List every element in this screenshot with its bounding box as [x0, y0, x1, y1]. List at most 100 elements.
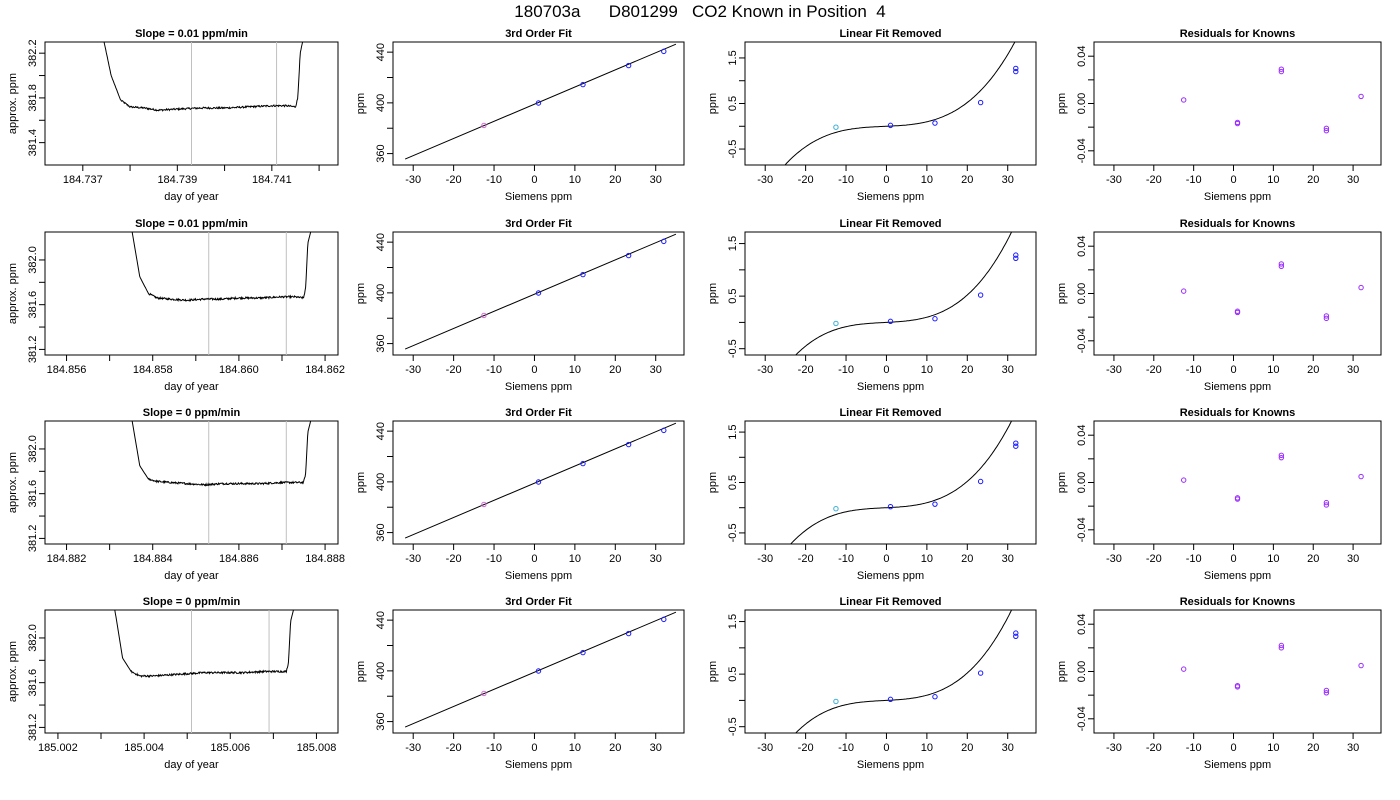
x-tick-label: 184.858: [133, 364, 173, 376]
x-tick-label: 184.882: [47, 553, 87, 565]
data-point: [1180, 288, 1187, 294]
x-tick-label: -20: [1146, 553, 1162, 565]
x-tick-label: 30: [1347, 364, 1359, 376]
y-tick-label: 360: [375, 523, 387, 541]
data-point: [1323, 128, 1330, 134]
plot-frame: [744, 231, 1037, 356]
x-tick-label: -30: [1106, 553, 1122, 565]
page-title: 180703a D801299 CO2 Known in Position 4: [514, 2, 886, 21]
y-tick-label: 440: [375, 233, 387, 251]
y-tick-label: 0.00: [1076, 283, 1088, 304]
data-point: [481, 501, 487, 508]
x-tick-label: 30: [1347, 553, 1359, 565]
x-tick-label: 10: [921, 553, 933, 565]
x-tick-label: 0: [531, 553, 537, 565]
panel-title: Linear Fit Removed: [839, 407, 941, 419]
data-point: [833, 698, 839, 705]
x-axis-label: Siemens ppm: [857, 191, 924, 203]
y-tick-label: 0.5: [727, 96, 739, 111]
x-tick-label: 30: [650, 364, 662, 376]
plot-area: [1180, 261, 1364, 322]
x-tick-label: 20: [961, 553, 973, 565]
x-tick-label: 0: [1230, 742, 1236, 754]
x-tick-label: 0: [883, 364, 889, 376]
data-point: [1234, 309, 1241, 316]
x-tick-label: -30: [757, 553, 773, 565]
data-point: [580, 649, 586, 656]
x-axis-label: Siemens ppm: [505, 570, 572, 582]
plot-frame: [44, 420, 339, 545]
data-point: [535, 668, 542, 674]
x-tick-label: 0: [1230, 553, 1236, 565]
plot-area: [103, 42, 304, 112]
y-tick-label: 381.6: [27, 669, 39, 697]
y-tick-label: -0.5: [727, 140, 739, 159]
y-tick-label: 382.0: [27, 246, 39, 274]
x-tick-label: 184.888: [305, 553, 345, 565]
x-tick-label: -20: [798, 364, 814, 376]
data-point: [1278, 642, 1285, 649]
y-tick-label: 440: [375, 43, 387, 61]
x-tick-label: 184.737: [63, 174, 103, 186]
y-axis-label: ppm: [355, 472, 367, 493]
x-tick-label: 20: [961, 742, 973, 754]
y-axis-label: ppm: [1056, 472, 1068, 493]
data-point: [932, 120, 938, 126]
y-tick-label: 382.0: [27, 435, 39, 463]
panel-2-1: Slope = 0.01 ppm/min 184.856 184.858 184.86…: [7, 218, 345, 393]
x-tick-label: 20: [609, 364, 621, 376]
data-point: [1180, 666, 1187, 672]
x-tick-label: 20: [1307, 364, 1319, 376]
data-point: [625, 62, 632, 69]
plot-frame: [392, 231, 685, 356]
x-tick-label: 10: [569, 742, 581, 754]
x-tick-label: 10: [1267, 553, 1279, 565]
x-tick-label: 0: [531, 174, 537, 186]
data-point: [1358, 473, 1364, 480]
panel-4-3: Linear Fit Removed -30 -20 -10 0 10 20 30 -0.5 0.…: [707, 596, 1037, 771]
x-axis-label: day of year: [164, 381, 219, 393]
x-tick-label: 185.004: [124, 742, 164, 754]
y-tick-label: 400: [375, 662, 387, 680]
data-point: [833, 124, 839, 130]
x-tick-label: -30: [1106, 174, 1122, 186]
panel-2-3: Linear Fit Removed -30 -20 -10 0 10 20 30 -0.5 0.…: [707, 218, 1037, 393]
plot-frame: [744, 41, 1037, 166]
x-axis-label: day of year: [164, 759, 219, 771]
y-tick-label: -0.04: [1076, 706, 1088, 731]
y-tick-label: 360: [375, 144, 387, 162]
panel-1-3: Linear Fit Removed -30 -20 -10 0 10 20 30 -0.5 0.…: [707, 28, 1037, 203]
panel-title: Residuals for Knowns: [1180, 218, 1296, 230]
x-axis-label: Siemens ppm: [857, 570, 924, 582]
plot-area: [404, 422, 677, 539]
x-tick-label: 0: [531, 742, 537, 754]
y-tick-label: 381.4: [27, 129, 39, 157]
data-point: [833, 320, 839, 327]
data-point: [1234, 120, 1241, 127]
x-tick-label: 10: [921, 742, 933, 754]
x-tick-label: -10: [1186, 364, 1202, 376]
data-point: [1013, 630, 1019, 636]
data-point: [535, 290, 542, 296]
x-tick-label: -20: [446, 174, 462, 186]
x-tick-label: 30: [1002, 553, 1014, 565]
data-point: [1180, 97, 1187, 103]
x-tick-label: 20: [1307, 553, 1319, 565]
x-tick-label: -30: [757, 742, 773, 754]
data-point: [977, 292, 984, 298]
plot-area: [790, 421, 1019, 544]
data-point: [1278, 66, 1285, 72]
x-tick-label: 0: [883, 174, 889, 186]
x-tick-label: 20: [961, 174, 973, 186]
y-axis-label: approx. ppm: [7, 73, 19, 134]
panel-title: 3rd Order Fit: [505, 28, 572, 40]
panel-title: 3rd Order Fit: [505, 218, 572, 230]
y-axis-label: approx. ppm: [7, 263, 19, 324]
x-tick-label: 30: [650, 742, 662, 754]
y-tick-label: 1.5: [727, 236, 739, 251]
x-axis-label: Siemens ppm: [1204, 191, 1271, 203]
y-axis-label: ppm: [355, 283, 367, 304]
x-tick-label: -30: [757, 364, 773, 376]
x-tick-label: -30: [405, 364, 421, 376]
panel-title: 3rd Order Fit: [505, 596, 572, 608]
